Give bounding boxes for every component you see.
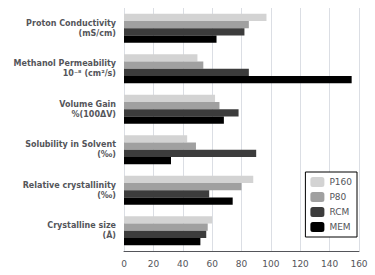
svg-text:100: 100 [262,259,279,269]
svg-text:(Å): (Å) [102,230,116,240]
svg-text:(mS/cm): (mS/cm) [79,29,116,38]
svg-text:P80: P80 [329,192,346,202]
svg-text:Relative crystallinity: Relative crystallinity [23,181,117,190]
svg-text:40: 40 [177,259,189,269]
svg-text:60: 60 [206,259,218,269]
svg-text:Solubility in Solvent: Solubility in Solvent [25,140,116,149]
svg-text:Volume Gain: Volume Gain [59,100,116,109]
svg-text:20: 20 [148,259,160,269]
svg-text:10⁻⁸ (cm²/s): 10⁻⁸ (cm²/s) [63,69,116,78]
svg-text:160: 160 [350,259,367,269]
svg-text:120: 120 [292,259,309,269]
svg-text:0: 0 [121,259,127,269]
svg-text:Proton Conductivity: Proton Conductivity [26,19,117,28]
svg-text:Methanol Permeability: Methanol Permeability [14,59,117,68]
svg-text:P160: P160 [329,177,352,187]
svg-text:Crystalline size: Crystalline size [47,221,116,230]
svg-text:80: 80 [236,259,248,269]
svg-text:MEM: MEM [329,222,350,232]
svg-text:140: 140 [321,259,338,269]
svg-text:(‰): (‰) [97,191,116,200]
svg-text:%(100ΔV): %(100ΔV) [72,110,116,119]
svg-text:(‰): (‰) [97,150,116,159]
svg-text:RCM: RCM [329,207,349,217]
